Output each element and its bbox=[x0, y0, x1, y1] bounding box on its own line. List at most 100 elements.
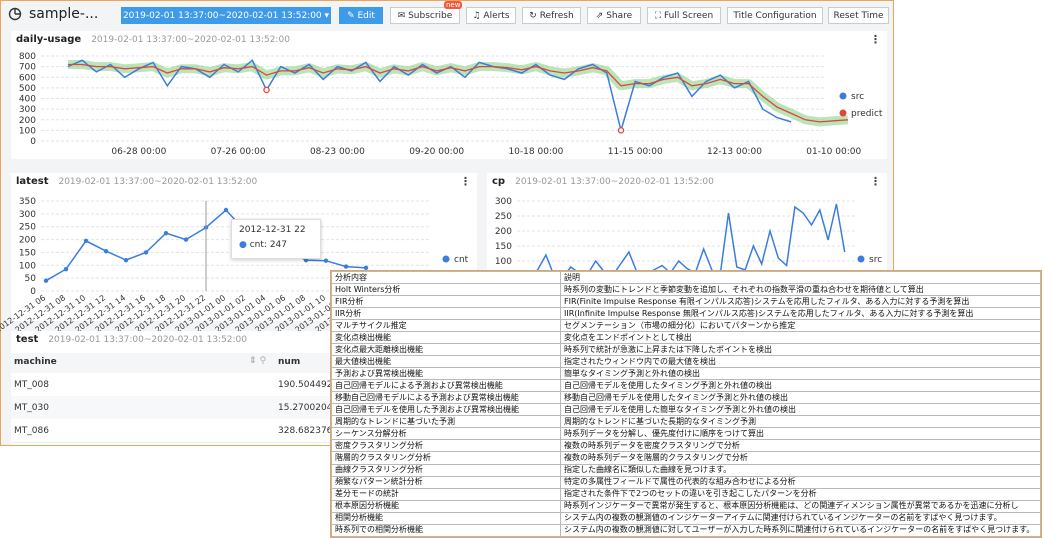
table-row: 密度クラスタリング分析 複数の時系列データを密度クラスタリングで分析 bbox=[331, 439, 1041, 453]
fullscreen-button[interactable]: ⛶ Full Screen bbox=[647, 7, 721, 24]
table-row: 相関分析機能 システム内の複数の観測値のインジケーターアイテムに関連付けられている… bbox=[331, 511, 1041, 525]
x-tick-label: 12-13 00:00 bbox=[707, 147, 762, 157]
panel-name: cp bbox=[492, 176, 506, 187]
legend-label: src bbox=[851, 92, 864, 102]
time-range-button[interactable]: 2019-02-01 13:37:00~2020-02-01 13:52:00 … bbox=[121, 7, 331, 24]
data-point bbox=[343, 264, 349, 269]
tooltip: 2012-12-31 22 ● cnt: 247 bbox=[231, 219, 321, 259]
panel-menu[interactable]: ⋮ bbox=[870, 175, 881, 188]
table-row: 自己回帰モデルを使用した予測および異常検出機能 自己回帰モデルを使用した簡単なタイ… bbox=[331, 403, 1041, 417]
y-tick-label: 200 bbox=[19, 116, 36, 126]
table-cell: 時系列インジケーターで異常が発生すると、根本原因分析機能は、どの関連ディメンショ… bbox=[560, 499, 1041, 513]
table-row: シーケンス分解分析 時系列データを分解し、優先度付けに順序をつけて算出 bbox=[331, 427, 1041, 441]
panel-title: test 2019-02-01 13:37:00~2020-02-01 13:52… bbox=[16, 334, 247, 345]
table-cell: 15.27002040 bbox=[278, 403, 339, 413]
table-cell: 密度クラスタリング分析 bbox=[331, 439, 561, 453]
table-cell: 自己回帰モデルによる予測および異常検出機能 bbox=[331, 379, 561, 393]
reset-time-label: Reset Time bbox=[833, 11, 884, 21]
tooltip-series: cnt bbox=[249, 240, 264, 250]
table-row: 移動自己回帰モデルによる予測および異常検出機能 移動自己回帰モデルを使用したタイミ… bbox=[331, 391, 1041, 405]
data-point bbox=[143, 250, 149, 255]
table-cell: 変化点をエンドポイントとして検出 bbox=[560, 331, 1041, 345]
legend-label: predict bbox=[851, 109, 883, 119]
panel-title: latest 2019-02-01 13:37:00~2020-02-01 13:… bbox=[16, 176, 257, 187]
panel-name: test bbox=[16, 334, 39, 345]
y-tick-label: 150 bbox=[495, 242, 512, 252]
table-row: 差分モードの統計 指定された条件下で2つのセットの違いを引き起こしたパターンを分析 bbox=[331, 487, 1041, 501]
title-config-button[interactable]: Title Configuration bbox=[727, 7, 823, 24]
new-badge: new bbox=[444, 1, 463, 9]
table-header-row: 分析内容 説明 bbox=[331, 270, 1041, 285]
confidence-band bbox=[68, 60, 849, 127]
table-cell: 最大値検出機能 bbox=[331, 355, 561, 369]
table-cell: 指定した曲線名に類似した曲線を見つけます。 bbox=[560, 463, 1041, 477]
analysis-table: 分析内容 説明 Holt Winters分析 時系列の変動にトレンドと季節変動を追加し… bbox=[330, 270, 1042, 538]
x-tick-label: 08-23 00:00 bbox=[310, 147, 365, 157]
table-cell: 相関分析機能 bbox=[331, 511, 561, 525]
anomaly-marker bbox=[617, 127, 625, 134]
table-cell: 周期的なトレンドに基づいた予測 bbox=[331, 415, 561, 429]
table-row: 予測および異常検出機能 簡単なタイミング予測と外れ値の検出 bbox=[331, 367, 1041, 381]
table-row: 頻繁なパターン統計分析 特定の多属性フィールドで属性の代表的な組み合わせによる分析 bbox=[331, 475, 1041, 489]
series-line bbox=[68, 63, 848, 123]
table-cell: 変化点検出機能 bbox=[331, 331, 561, 345]
table-row: 曲線クラスタリング分析 指定した曲線名に類似した曲線を見つけます。 bbox=[331, 463, 1041, 477]
y-tick-label: 300 bbox=[19, 105, 36, 115]
y-tick-label: 100 bbox=[19, 261, 36, 271]
table: 分析内容 説明 Holt Winters分析 時系列の変動にトレンドと季節変動を追加し… bbox=[331, 270, 1041, 538]
table-cell: システム内の複数の観測値のインジケーターアイテムに関連付けられているインジケータ… bbox=[560, 511, 1041, 525]
table-cell: 時系列での相関分析機能 bbox=[331, 523, 561, 538]
table-row: 周期的なトレンドに基づいた予測 周期的なトレンドに基づいた長期的なタイミング予測 bbox=[331, 415, 1041, 429]
alerts-button[interactable]: ♫ Alerts bbox=[466, 7, 516, 24]
table-cell: 指定された条件下で2つのセットの違いを引き起こしたパターンを分析 bbox=[560, 487, 1041, 501]
refresh-label: Refresh bbox=[539, 11, 574, 21]
reset-time-button[interactable]: Reset Time bbox=[828, 7, 889, 24]
y-tick-label: 300 bbox=[495, 197, 512, 207]
data-point bbox=[63, 266, 69, 272]
series-line bbox=[520, 203, 846, 279]
column-header: num bbox=[278, 357, 301, 367]
table-cell: 自己回帰モデルを使用したタイミング予測と外れ値の検出 bbox=[560, 379, 1041, 393]
refresh-button[interactable]: ↻ Refresh bbox=[522, 7, 581, 24]
share-label: Share bbox=[606, 11, 633, 21]
x-tick-label: 06-28 00:00 bbox=[111, 147, 166, 157]
legend-marker bbox=[442, 255, 450, 263]
y-tick-label: 700 bbox=[19, 63, 36, 73]
x-tick-label: 10-18 00:00 bbox=[508, 147, 563, 157]
dashboard-icon bbox=[8, 7, 22, 21]
table-cell: セグメンテーション（市場の細分化）においてパターンから推定 bbox=[560, 319, 1041, 333]
y-tick-label: 0 bbox=[30, 287, 36, 297]
share-button[interactable]: ⇗ Share bbox=[587, 7, 641, 24]
data-point bbox=[83, 238, 89, 244]
panel-menu[interactable]: ⋮ bbox=[460, 175, 471, 188]
edit-label: Edit bbox=[357, 11, 375, 21]
data-point bbox=[363, 265, 369, 271]
data-point bbox=[323, 258, 329, 263]
subscribe-button[interactable]: ✉ Subscribe bbox=[390, 7, 460, 24]
table-cell: 根本原因分析機能 bbox=[331, 499, 561, 513]
y-tick-label: 200 bbox=[19, 236, 36, 246]
column-header: machine bbox=[14, 357, 57, 367]
table-cell: 指定されたウィンドウ内での最大値を検出 bbox=[560, 355, 1041, 369]
header-cell: 分析内容 bbox=[331, 270, 561, 285]
table-cell: FIR(Finite Impulse Response 有限インパルス応答)シス… bbox=[560, 295, 1041, 309]
table-row: 時系列での相関分析機能 システム内の複数の観測値に対してユーザーが入力した時系列に… bbox=[331, 523, 1041, 538]
table-cell: 時系列の変動にトレンドと季節変動を追加し、それぞれの指数平滑の重ね合わせを期待値… bbox=[560, 283, 1041, 297]
table-cell: 変化点最大距離検出機能 bbox=[331, 343, 561, 357]
data-point bbox=[163, 230, 169, 236]
alerts-label: Alerts bbox=[483, 11, 510, 21]
time-range: 2019-02-01 13:37:00~2020-02-01 13:52:00 bbox=[122, 11, 322, 21]
table-row: 最大値検出機能 指定されたウィンドウ内での最大値を検出 bbox=[331, 355, 1041, 369]
table-row: 変化点検出機能 変化点をエンドポイントとして検出 bbox=[331, 331, 1041, 345]
x-tick-label: 01-10 00:00 bbox=[806, 147, 861, 157]
panel-menu[interactable]: ⋮ bbox=[870, 33, 881, 46]
data-point bbox=[183, 237, 189, 242]
edit-button[interactable]: ✎ Edit bbox=[339, 7, 383, 24]
table-cell: MT_008 bbox=[14, 380, 49, 390]
sort-icon[interactable]: ⇕ ⚲ bbox=[249, 356, 267, 366]
panel-subtitle: 2019-02-01 13:37:00~2020-02-01 13:52:00 bbox=[91, 35, 290, 45]
data-point bbox=[223, 207, 229, 213]
y-tick-label: 250 bbox=[495, 212, 512, 222]
y-tick-label: 100 bbox=[19, 126, 36, 136]
x-tick-label: 11-15 00:00 bbox=[608, 147, 663, 157]
